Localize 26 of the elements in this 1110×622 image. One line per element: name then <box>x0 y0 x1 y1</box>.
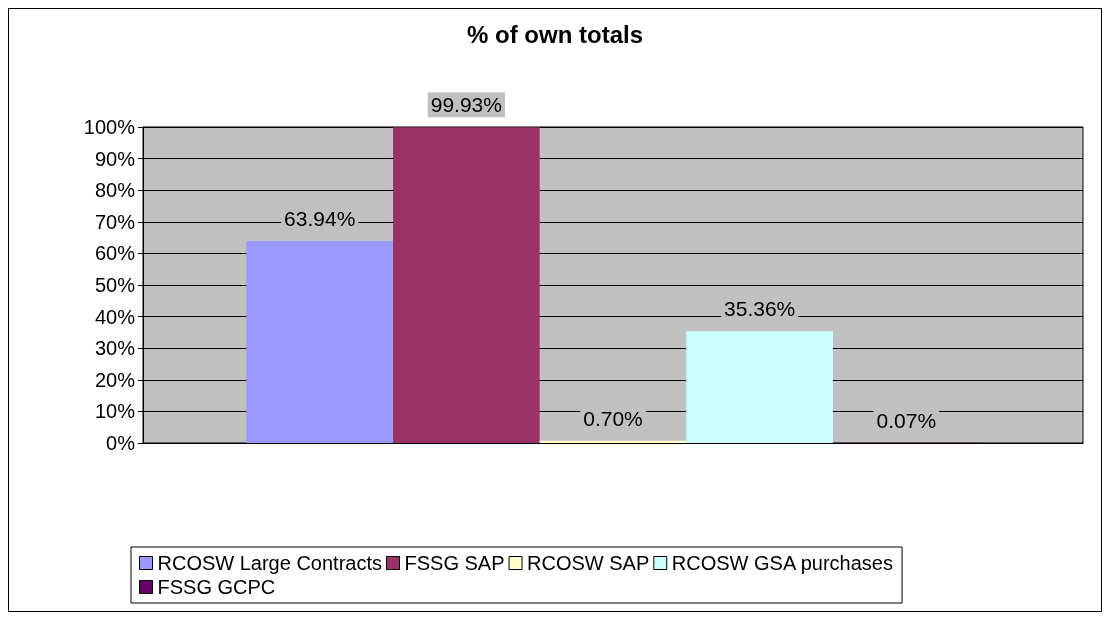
legend-label: RCOSW SAP <box>527 552 650 574</box>
legend-label: FSSG SAP <box>404 552 505 574</box>
data-label: 0.07% <box>876 408 937 432</box>
y-tick-label: 80% <box>94 179 136 202</box>
data-label: 99.93% <box>430 93 502 117</box>
y-tick-label: 90% <box>94 147 136 170</box>
y-tick-label: 70% <box>94 210 136 233</box>
y-tick-label: 50% <box>94 274 136 296</box>
y-tick-label: 60% <box>94 242 136 265</box>
y-tick-label: 0% <box>106 432 136 454</box>
y-tick-label: 100% <box>83 116 136 138</box>
y-tick-label: 10% <box>94 400 136 423</box>
bar <box>686 331 833 443</box>
bar <box>246 240 394 443</box>
data-label: 0.70% <box>583 406 643 430</box>
legend-label: RCOSW Large Contracts <box>157 552 383 574</box>
y-tick-label: 40% <box>94 305 136 328</box>
legend-label: RCOSW GSA purchases <box>671 552 893 574</box>
data-label: 35.36% <box>724 297 796 321</box>
bar <box>393 127 540 443</box>
y-tick-label: 30% <box>94 337 136 360</box>
y-tick-label: 20% <box>94 368 136 391</box>
chart-title: % of own totals <box>467 20 643 48</box>
bar <box>539 440 687 443</box>
data-label: 63.94% <box>284 206 356 230</box>
legend-label: FSSG GCPC <box>157 576 276 598</box>
